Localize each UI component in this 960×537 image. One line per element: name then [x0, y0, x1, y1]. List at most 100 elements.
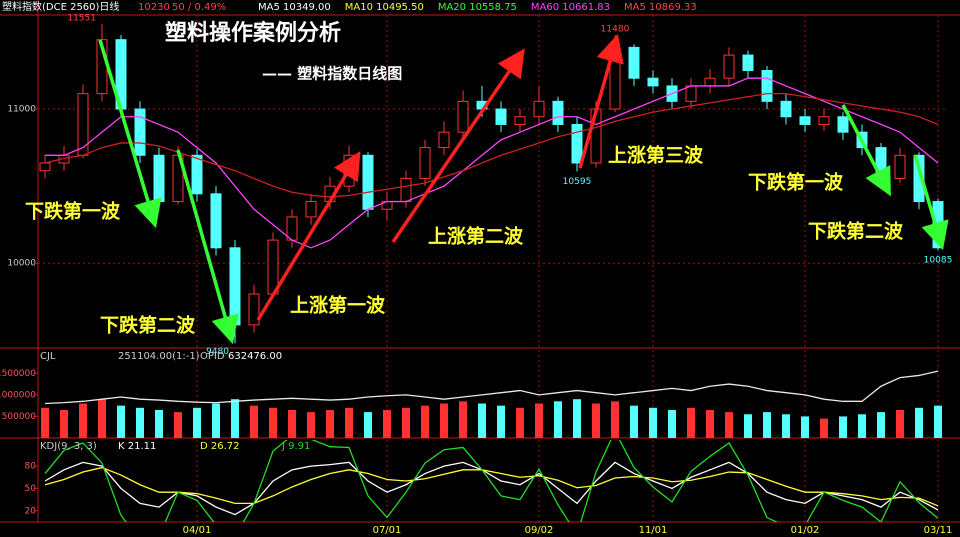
volume-bar — [459, 401, 467, 438]
x-tick-label: 04/01 — [183, 525, 212, 536]
volume-bar — [592, 403, 600, 438]
y-tick-label: 11000 — [7, 105, 36, 115]
candle-body — [457, 100, 469, 133]
volume-bar — [573, 399, 581, 438]
extreme-label: 11480 — [601, 25, 630, 35]
k-label: K 21.11 — [118, 441, 156, 452]
volume-bar — [193, 407, 201, 438]
arrow — [578, 33, 624, 169]
ma-label: MA10 10495.50 — [345, 2, 424, 13]
candle-body — [628, 46, 640, 79]
arrow — [176, 149, 239, 345]
oi-text: 632476.00 — [228, 351, 282, 362]
oi-label: OPID — [200, 351, 225, 362]
ma-label: MA5 10869.33 — [624, 2, 697, 13]
volume-bar — [763, 412, 771, 438]
volume-bar — [554, 401, 562, 438]
annotation: 上涨第三波 — [608, 144, 704, 167]
instrument: 塑料指数(DCE 2560)日线 — [2, 0, 119, 13]
volume-bar — [231, 399, 239, 438]
volume-bar — [250, 405, 258, 438]
volume-bar — [896, 409, 904, 438]
volume-bar — [725, 412, 733, 438]
volume-bar — [79, 403, 87, 438]
volume-bar — [307, 412, 315, 438]
series-line — [44, 461, 939, 516]
candle-body — [799, 116, 811, 125]
volume-bar — [41, 407, 49, 438]
candle-body — [704, 77, 716, 87]
price: 10230 — [138, 2, 170, 13]
volume-bar — [98, 399, 106, 438]
volume-label: CJL — [40, 351, 56, 362]
candle-body — [913, 154, 925, 203]
candle-body — [837, 116, 849, 133]
annotation: 下跌第一波 — [25, 200, 121, 223]
volume-bar — [535, 403, 543, 438]
candle-body — [894, 154, 906, 179]
candle-body — [780, 100, 792, 118]
volume-bar — [820, 418, 828, 438]
candle-body — [210, 193, 222, 249]
extreme-label: 11551 — [67, 14, 96, 24]
volume-text: 251104.00(1:-1) — [118, 351, 200, 362]
ma-label: MA5 10349.00 — [258, 2, 331, 13]
candle-body — [267, 239, 279, 295]
j-label: J 9.91 — [281, 441, 310, 452]
candle-body — [248, 293, 260, 326]
chart-title: 塑料操作案例分析 — [165, 20, 341, 46]
candle-body — [400, 177, 412, 203]
annotation: 下跌第二波 — [100, 314, 196, 337]
candle-body — [134, 108, 146, 156]
volume-bar — [288, 409, 296, 438]
volume-bar — [364, 412, 372, 438]
x-tick-label: 01/02 — [791, 525, 820, 536]
y-tick-label: 1500000 — [0, 369, 36, 379]
panel-labels: CJL 251104.00(1:-1) OPID 632476.00 KDJ(9… — [40, 351, 310, 452]
chart-subtitle: —— 塑料指数日线图 — [262, 65, 402, 83]
extreme-label: 10595 — [563, 177, 592, 187]
y-tick-label: 500000 — [2, 412, 37, 422]
volume-bar — [440, 403, 448, 438]
arrows — [98, 33, 949, 345]
volume-bar — [174, 412, 182, 438]
volume-bar — [934, 405, 942, 438]
annotation: 上涨第二波 — [428, 225, 524, 248]
x-tick-label: 09/02 — [525, 525, 554, 536]
arrow — [256, 151, 361, 321]
candle-body — [419, 147, 431, 179]
candle-body — [153, 154, 165, 203]
y-tick-label: 50 — [25, 484, 37, 494]
volume-bar — [155, 409, 163, 438]
y-tick-label: 1000000 — [0, 390, 36, 400]
candle-body — [229, 247, 241, 326]
extreme-label: 9480 — [206, 347, 229, 357]
kdj-label: KDJ(9, 3, 3) — [40, 441, 97, 452]
volume-bar — [383, 409, 391, 438]
y-tick-label: 20 — [25, 506, 37, 516]
volume-bar — [326, 409, 334, 438]
volume-bar — [212, 403, 220, 438]
plot — [44, 440, 939, 522]
arrow — [98, 39, 162, 229]
ma-label: MA60 10661.83 — [531, 2, 610, 13]
y-tick-label: 10000 — [7, 259, 36, 269]
ma-label: MA20 10558.75 — [438, 2, 517, 13]
volume-bar — [402, 407, 410, 438]
y-tick-label: 80 — [25, 462, 37, 472]
volume-bar — [478, 403, 486, 438]
candle-body — [723, 54, 735, 79]
series-line — [44, 466, 939, 507]
annotation: 下跌第一波 — [748, 171, 844, 194]
volume-bar — [839, 416, 847, 438]
volume-bar — [877, 412, 885, 438]
candle-body — [438, 131, 450, 149]
candle-body — [362, 154, 374, 210]
volume-bar — [668, 409, 676, 438]
annotation: 上涨第一波 — [290, 294, 386, 317]
candle-body — [39, 162, 51, 172]
volume-bar — [687, 407, 695, 438]
header: 塑料指数(DCE 2560)日线 10230 50 / 0.49% MA5 10… — [2, 0, 697, 13]
candle-body — [77, 93, 89, 156]
